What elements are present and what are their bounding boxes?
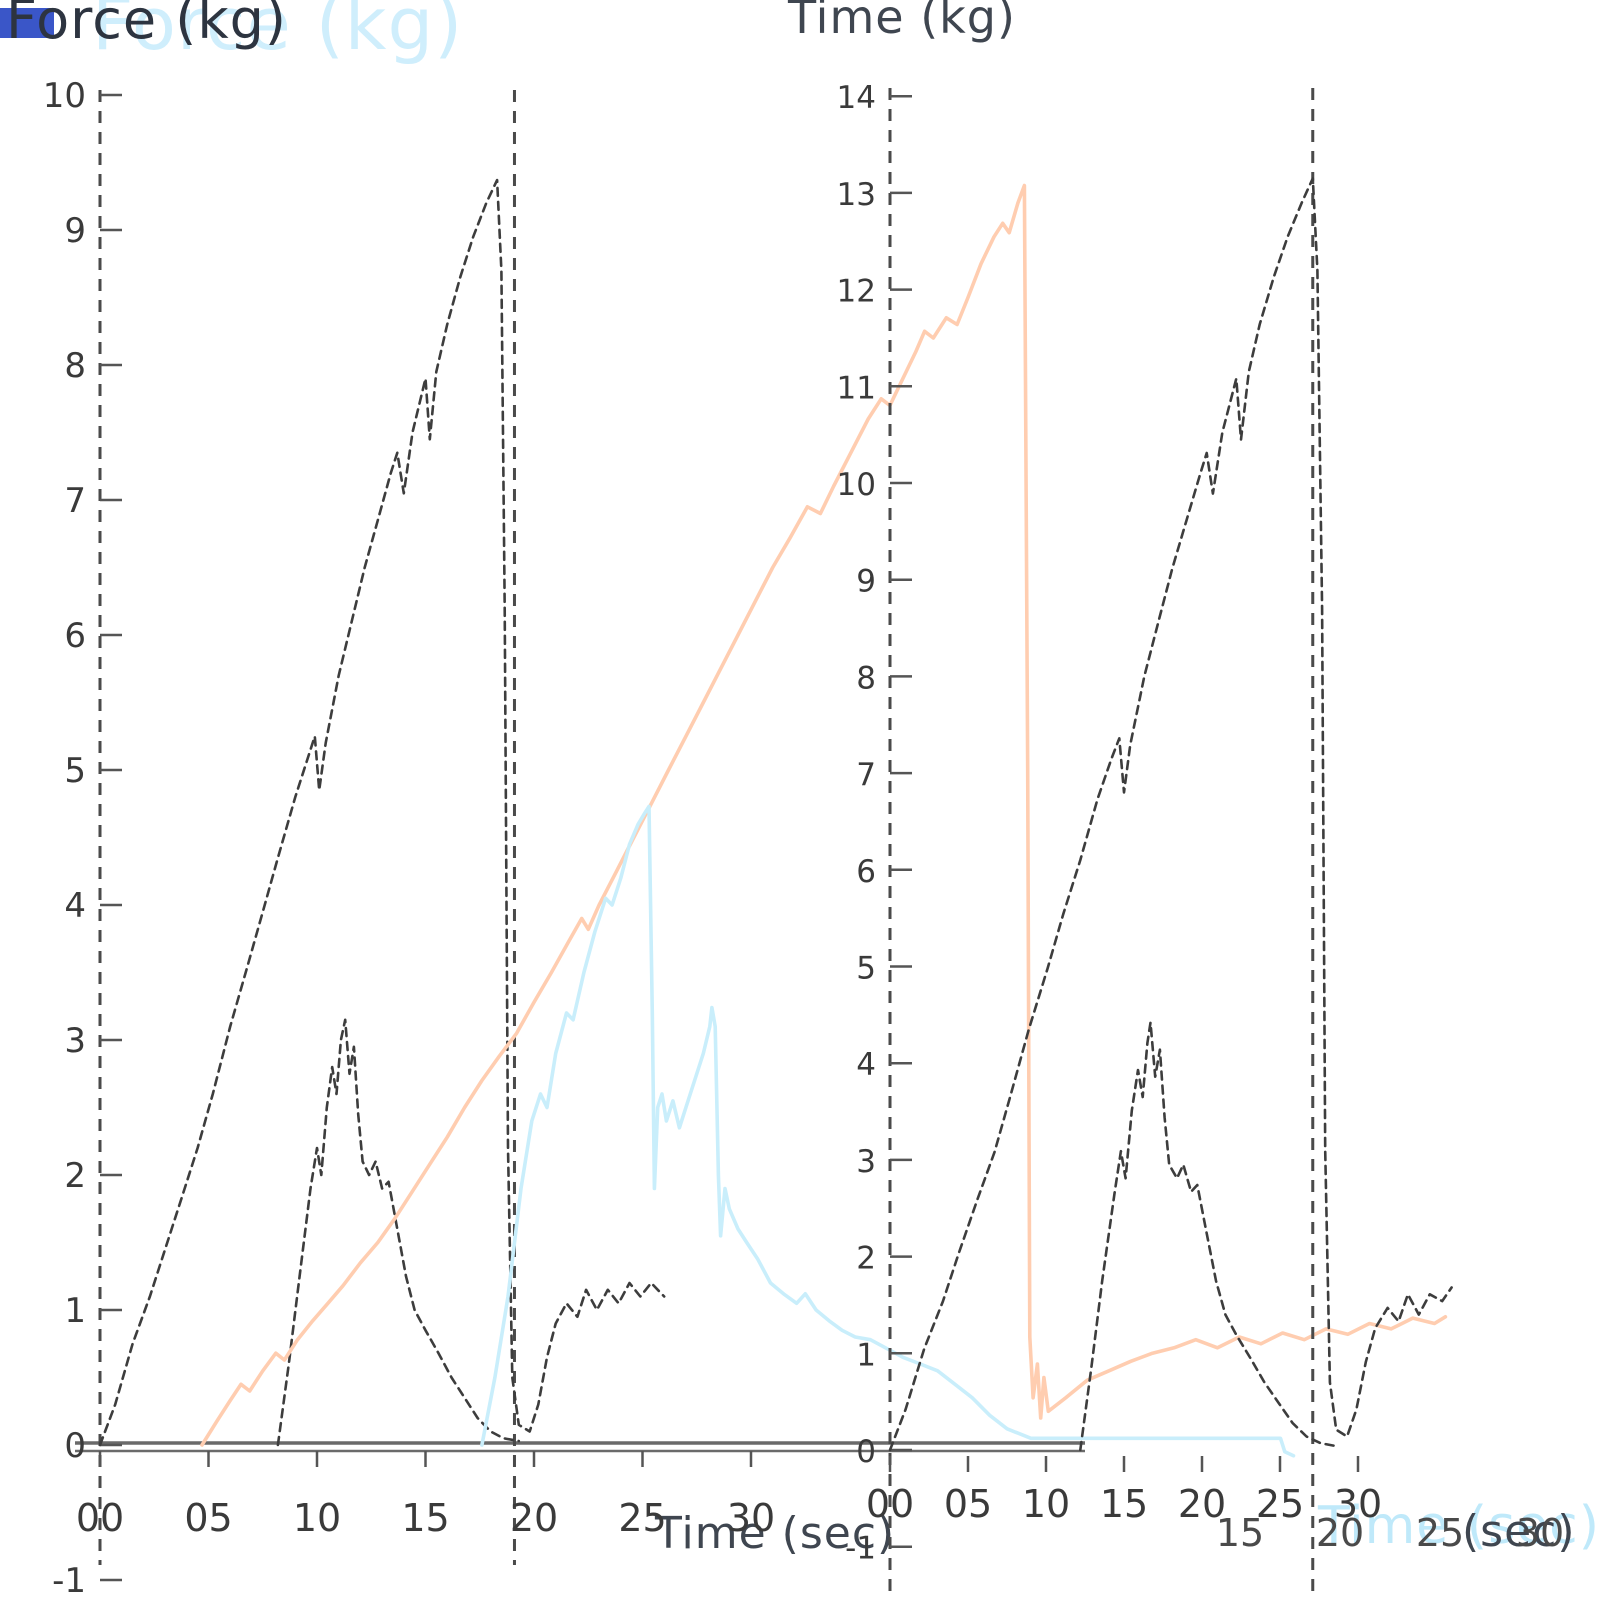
- svg-text:10: 10: [1022, 1482, 1070, 1526]
- svg-text:9: 9: [64, 211, 86, 251]
- svg-text:1: 1: [856, 1337, 876, 1373]
- svg-text:10: 10: [43, 76, 86, 116]
- svg-text:10: 10: [293, 1496, 341, 1540]
- svg-text:15: 15: [1100, 1482, 1148, 1526]
- right-x-axis-label-ghost: Time (sec): [1318, 1496, 1600, 1556]
- svg-text:14: 14: [837, 80, 876, 116]
- svg-text:12: 12: [837, 274, 876, 310]
- svg-text:00: 00: [76, 1496, 124, 1540]
- svg-text:05: 05: [184, 1496, 232, 1540]
- series-grip-force-secondary: [276, 1018, 521, 1447]
- svg-text:3: 3: [64, 1021, 86, 1061]
- svg-text:7: 7: [856, 757, 876, 793]
- series-grip-force-secondary: [1079, 1021, 1338, 1452]
- series-pinch-release-blue: [480, 804, 1296, 1458]
- svg-text:1: 1: [64, 1291, 86, 1331]
- svg-text:20: 20: [1178, 1482, 1226, 1526]
- corner-block: [0, 8, 54, 38]
- svg-text:4: 4: [856, 1047, 876, 1083]
- svg-text:15: 15: [401, 1496, 449, 1540]
- svg-text:05: 05: [944, 1482, 992, 1526]
- right-chart-title: Time (kg): [788, 0, 1016, 44]
- svg-text:20: 20: [1316, 1511, 1364, 1555]
- svg-text:2: 2: [856, 1241, 876, 1277]
- svg-text:11: 11: [837, 370, 876, 406]
- svg-text:0: 0: [856, 1434, 876, 1470]
- svg-text:0: 0: [64, 1426, 86, 1466]
- svg-text:2: 2: [64, 1156, 86, 1196]
- svg-text:6: 6: [856, 854, 876, 890]
- svg-text:9: 9: [856, 564, 876, 600]
- svg-text:30: 30: [1516, 1511, 1564, 1555]
- svg-text:30: 30: [727, 1496, 775, 1540]
- svg-text:30: 30: [1334, 1482, 1382, 1526]
- svg-text:10: 10: [837, 467, 876, 503]
- svg-text:13: 13: [837, 177, 876, 213]
- svg-text:-1: -1: [845, 1531, 876, 1567]
- series-slow-rise-orange: [200, 183, 1448, 1447]
- series-grip-force-main: [888, 177, 1453, 1452]
- svg-text:15: 15: [1216, 1511, 1264, 1555]
- svg-text:25: 25: [618, 1496, 666, 1540]
- svg-text:25: 25: [1416, 1511, 1464, 1555]
- svg-text:-1: -1: [52, 1561, 86, 1600]
- left-chart-title: Force (kg): [6, 0, 287, 51]
- svg-text:00: 00: [866, 1482, 914, 1526]
- svg-text:25: 25: [1256, 1482, 1304, 1526]
- svg-text:5: 5: [64, 751, 86, 791]
- svg-text:7: 7: [64, 481, 86, 521]
- svg-text:20: 20: [510, 1496, 558, 1540]
- series-grip-force-main: [98, 178, 666, 1447]
- right-x-axis-label: (sec): [1462, 1506, 1576, 1557]
- left-chart-title-ghost: Force (kg): [92, 0, 464, 66]
- svg-text:5: 5: [856, 951, 876, 987]
- svg-text:6: 6: [64, 616, 86, 656]
- svg-text:4: 4: [64, 886, 86, 926]
- svg-text:8: 8: [856, 660, 876, 696]
- left-x-axis-label: Time (sec): [655, 1508, 896, 1559]
- svg-text:8: 8: [64, 346, 86, 386]
- svg-text:3: 3: [856, 1144, 876, 1180]
